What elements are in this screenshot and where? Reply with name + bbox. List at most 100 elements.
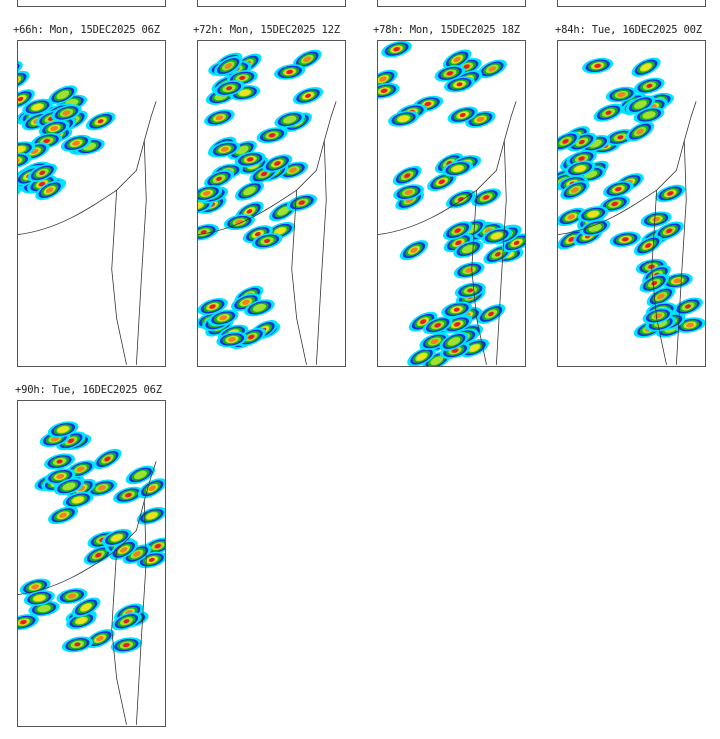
precip-cell [283,115,297,124]
precip-cell [67,593,76,599]
coastline [198,101,337,365]
precip-cell [34,595,45,602]
precip-cell [491,232,503,240]
precip-cell [76,466,85,472]
precip-cell [32,103,43,111]
precip-cell [198,202,203,209]
previous-panel-edge [17,0,166,7]
precip-cell [452,165,463,172]
precip-cell [567,214,576,220]
precip-cell [243,186,256,196]
precip-cell [148,485,156,492]
precip-cell [642,111,656,119]
precip-cell [39,181,45,187]
precip-cell [594,63,601,68]
precip-cell [56,90,70,100]
precip-map [558,57,705,365]
coastline [18,101,157,365]
forecast-map-panel [17,400,166,727]
precip-cell [578,139,585,145]
precip-cell [81,603,92,611]
precip-cell [43,138,50,143]
precip-cell [18,146,26,153]
precip-cell [275,227,286,235]
precip-cell [513,240,520,246]
precip-cell [562,139,569,144]
precip-cell [31,584,40,590]
precip-cell [617,135,624,140]
precip-cell [248,334,255,340]
coastline [18,461,157,725]
precip-cell [76,617,87,624]
precip-cell [615,187,622,192]
precip-cell [420,319,426,324]
precip-map [378,41,525,366]
precip-cell [74,642,81,647]
precip-cell [123,619,130,624]
precip-cell [134,470,147,480]
precip-cell [72,496,84,504]
precip-cell [57,426,69,433]
precip-cell [202,190,211,196]
precip-cell [298,200,305,205]
precip-cell [430,356,443,366]
precip-cell [123,643,130,648]
precip-cell [652,216,661,222]
precip-cell [224,63,232,69]
precip-cell [622,237,629,242]
precip-cell [264,238,271,243]
precip-cell [154,544,161,549]
precip-cell [454,322,461,327]
precip-cell [459,112,466,118]
precip-cell [215,115,224,121]
precip-cell [646,83,653,88]
precip-cell [104,456,111,462]
precip-cell [605,110,612,115]
precip-cell [465,267,474,273]
forecast-map-panel [197,40,346,367]
precip-cell [62,110,71,116]
precip-cell [96,635,104,642]
precip-cell [424,101,431,107]
precip-cell [56,473,65,479]
precip-cell [667,191,674,196]
precip-cell [461,244,475,254]
precip-cell [18,96,24,102]
precip-cell [685,304,691,309]
precip-cell [133,551,141,557]
precip-cell [379,76,387,82]
precip-cell [438,179,445,184]
precip-cell [636,128,644,135]
precip-cell [72,140,81,146]
precip-cell [416,353,427,361]
precip-cell [446,71,453,76]
forecast-map-panel [17,40,166,367]
precip-cell [269,133,276,138]
precip-cell [111,534,123,542]
precip-cell [220,146,229,152]
precip-cell [476,116,485,122]
previous-panel-edge [557,0,706,7]
precip-cell [235,219,244,225]
previous-panel-edge [197,0,346,7]
precip-cell [587,211,599,218]
precip-cell [617,92,626,98]
precip-cell [648,264,655,269]
precip-cell [274,161,281,166]
precip-cell [456,82,463,87]
precip-cell [37,604,51,613]
precip-cell [148,557,155,562]
precip-cell [488,311,494,317]
coastline [558,101,697,365]
precip-cell [227,337,236,342]
precip-cell [673,278,682,284]
precip-cell [381,88,388,93]
precip-cell [453,56,461,63]
panel-title: +78h: Mon, 15DEC2025 18Z [373,24,520,36]
precip-cell [574,165,586,172]
previous-panel-edge [377,0,526,7]
precip-cell [494,252,501,257]
precip-cell [611,201,618,206]
precip-cell [641,63,652,71]
precip-cell [254,231,261,237]
